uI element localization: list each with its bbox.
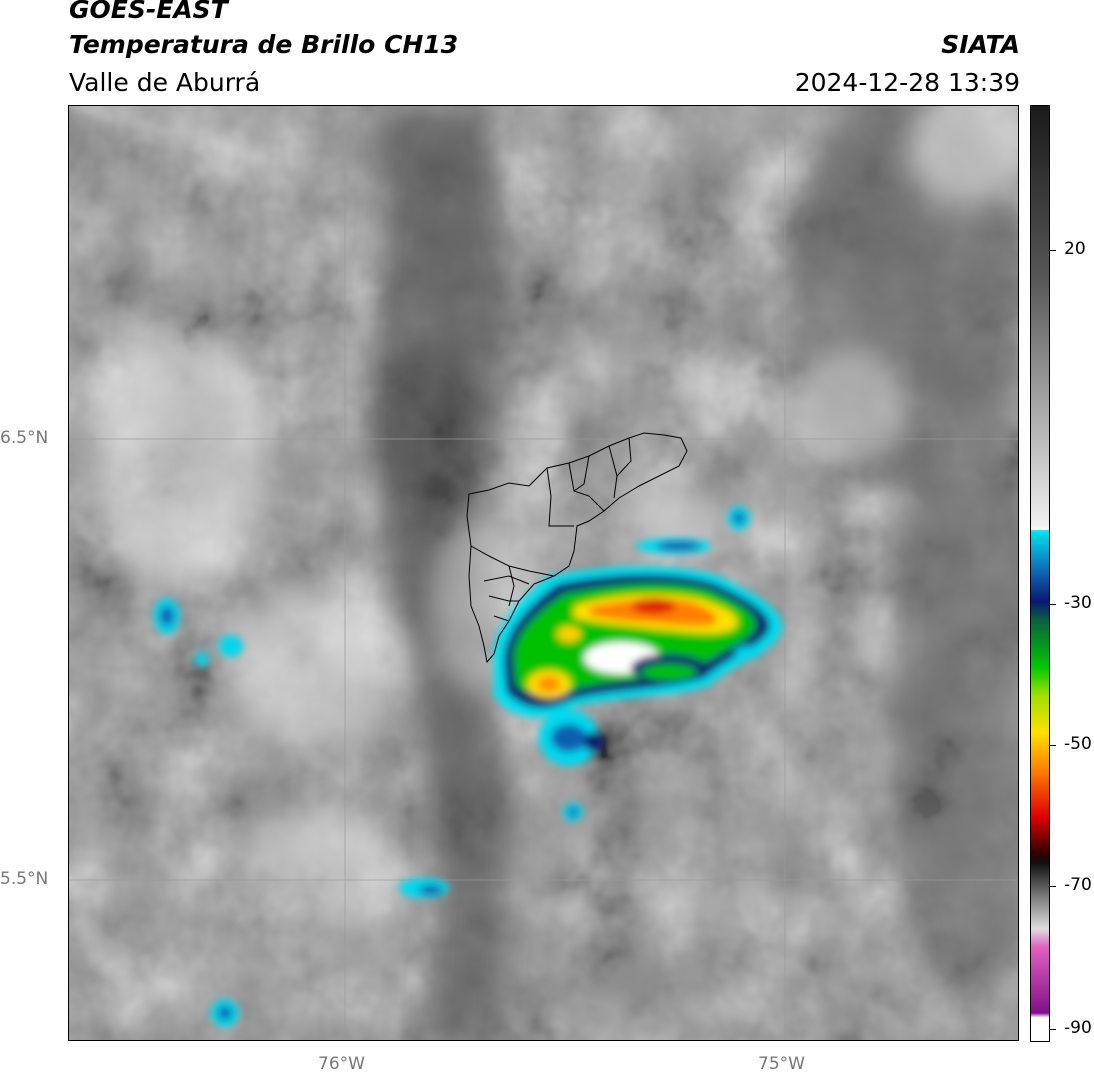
temperature-colorbar	[1030, 105, 1050, 1042]
colorbar-tick-label: -70	[1064, 875, 1092, 895]
municipal-boundaries	[466, 432, 688, 664]
product-title: Temperatura de Brillo CH13	[69, 30, 459, 59]
graticule	[69, 106, 1018, 1040]
lat-label-5-5n: 5.5°N	[0, 869, 49, 889]
colorbar-tick-mark	[1050, 250, 1056, 251]
satellite-title: GOES-EAST	[69, 0, 228, 24]
colorbar-tick-mark	[1050, 1029, 1056, 1030]
timestamp-label: 2024-12-28 13:39	[794, 68, 1020, 97]
satellite-map	[68, 105, 1019, 1041]
colorbar-tick-mark	[1050, 886, 1056, 887]
colorbar-tick-label: -30	[1064, 593, 1092, 613]
colorbar-tick-label: -50	[1064, 734, 1092, 754]
lon-label-75w: 75°W	[758, 1054, 805, 1074]
colorbar-tick-mark	[1050, 604, 1056, 605]
storm-cells	[154, 506, 783, 1027]
colorbar-tick-mark	[1050, 745, 1056, 746]
colorbar-tick-label: 20	[1064, 239, 1086, 259]
cold-cloud-patches	[89, 106, 1018, 926]
lat-label-6-5n: 6.5°N	[0, 428, 49, 448]
colorbar-tick-label: -90	[1064, 1018, 1092, 1038]
lon-label-76w: 76°W	[318, 1054, 365, 1074]
region-subtitle: Valle de Aburrá	[69, 68, 261, 97]
organization-label: SIATA	[941, 30, 1020, 59]
map-image	[69, 106, 1018, 1040]
